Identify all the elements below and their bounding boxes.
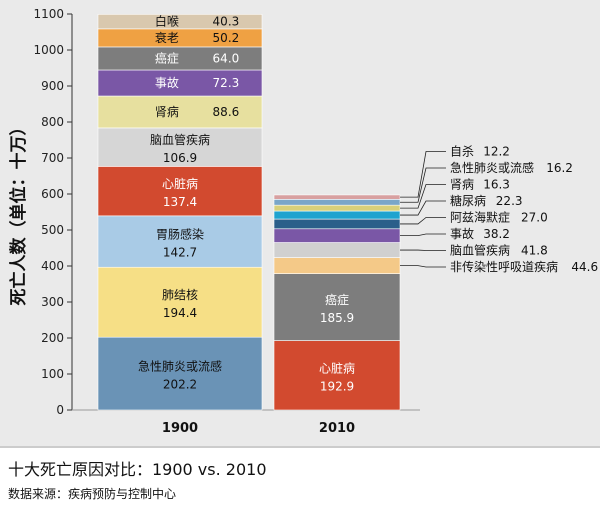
bar-segment (273, 242, 401, 258)
callout-leader (400, 151, 446, 198)
segment-value-label: 88.6 (213, 105, 240, 119)
callout-value: 44.6 (571, 260, 598, 274)
segment-value-label: 64.0 (213, 51, 240, 65)
segment-value-label: 137.4 (163, 195, 197, 209)
y-tick-label: 0 (56, 403, 64, 417)
callout-leader (400, 265, 446, 268)
segment-value-label: 72.3 (213, 76, 240, 90)
y-tick-label: 600 (41, 187, 64, 201)
callout-value: 12.2 (483, 145, 510, 159)
callout-value: 22.3 (496, 194, 523, 208)
y-tick-label: 800 (41, 115, 64, 129)
bar-segment (273, 204, 401, 212)
chart-area: 0 100 200 300 400 500 600 700 800 900 1000 1100 急性肺… (0, 0, 600, 446)
footer-divider (0, 446, 600, 448)
segment-label: 肾病 (155, 104, 179, 119)
stacked-bar-chart: 0 100 200 300 400 500 600 700 800 900 1000 1100 急性肺… (8, 7, 598, 436)
callout-value: 38.2 (483, 227, 510, 241)
bar-segment (273, 218, 401, 230)
callout-label: 脑血管疾病 (450, 243, 510, 258)
bar-segment (97, 127, 263, 167)
y-tick-label: 100 (41, 367, 64, 381)
callout-leader (400, 167, 446, 203)
callout-label: 自杀 (450, 144, 474, 159)
callout-value: 16.3 (483, 178, 510, 192)
y-tick-label: 500 (41, 223, 64, 237)
segment-label: 肺结核 (162, 288, 198, 302)
bar-segment (273, 194, 401, 200)
y-axis-label: 死亡人数（单位：十万） (8, 119, 29, 306)
category-label: 2010 (319, 421, 355, 436)
segment-value-label: 192.9 (320, 379, 354, 393)
category-label: 1900 (162, 421, 198, 436)
bar-segment (273, 199, 401, 206)
bar-segment (273, 210, 401, 220)
bar-segment (97, 336, 263, 411)
callout-label: 非传染性呼吸道疾病 (450, 259, 558, 274)
source-note: 数据来源：疾病预防与控制中心 (8, 487, 177, 501)
bars: 急性肺炎或流感 202.2 肺结核 194.4 胃肠感染 142.7 心脏病 137.4 脑血管… (97, 14, 401, 411)
bar-segment (97, 166, 263, 217)
segment-label: 事故 (155, 75, 179, 90)
y-tick-label: 300 (41, 295, 64, 309)
callout-leader (400, 200, 446, 216)
callout-value: 16.2 (546, 161, 573, 175)
segment-value-label: 185.9 (320, 311, 354, 325)
callout-leader (400, 233, 446, 237)
y-tick-label: 900 (41, 79, 64, 93)
segment-value-label: 194.4 (163, 306, 197, 320)
segment-label: 衰老 (155, 30, 179, 45)
bar-segment (97, 266, 263, 338)
callout-label: 肾病 (450, 177, 474, 192)
callout-label: 事故 (450, 226, 474, 241)
callout-leader (400, 184, 446, 209)
segment-label: 心脏病 (319, 360, 355, 375)
segment-label: 白喉 (155, 14, 179, 29)
bar-segment (273, 273, 401, 341)
segment-value-label: 106.9 (163, 151, 197, 165)
bar-segment (273, 257, 401, 274)
segment-label: 心脏病 (162, 176, 198, 191)
bar-segment (97, 69, 263, 97)
segment-label: 癌症 (325, 292, 349, 307)
y-tick-label: 700 (41, 151, 64, 165)
bar-segment (97, 14, 263, 30)
y-tick-label: 200 (41, 331, 64, 345)
y-tick-label: 400 (41, 259, 64, 273)
callout-leader (400, 217, 446, 225)
segment-value-label: 202.2 (163, 378, 197, 392)
segment-label: 胃肠感染 (156, 227, 204, 242)
callout-value: 41.8 (521, 244, 548, 258)
figure-caption: 十大死亡原因对比：1900 vs. 2010 (8, 460, 267, 479)
bar-segment (273, 228, 401, 243)
callout-label: 阿兹海默症 (450, 210, 510, 225)
callout-label: 急性肺炎或流感 (450, 160, 534, 175)
bar-segment (97, 95, 263, 129)
bar-segment (97, 215, 263, 268)
callout-value: 27.0 (521, 211, 548, 225)
y-axis: 0 100 200 300 400 500 600 700 800 900 1000 1100 (33, 7, 420, 417)
category-labels: 1900 2010 (162, 421, 355, 436)
callouts: 非传染性呼吸道疾病 44.6 脑血管疾病 41.8 事故 38.2 阿兹海默症 27.0 糖尿病… (400, 144, 598, 274)
y-tick-label: 1000 (33, 43, 64, 57)
y-tick-label: 1100 (33, 7, 64, 21)
bar-segment (273, 340, 401, 411)
segment-value-label: 142.7 (163, 246, 197, 260)
callout-label: 糖尿病 (450, 193, 486, 208)
segment-value-label: 50.2 (213, 31, 240, 45)
segment-value-label: 40.3 (213, 15, 240, 29)
segment-label: 急性肺炎或流感 (138, 359, 222, 374)
segment-label: 癌症 (155, 50, 179, 65)
segment-label: 脑血管疾病 (150, 132, 210, 147)
